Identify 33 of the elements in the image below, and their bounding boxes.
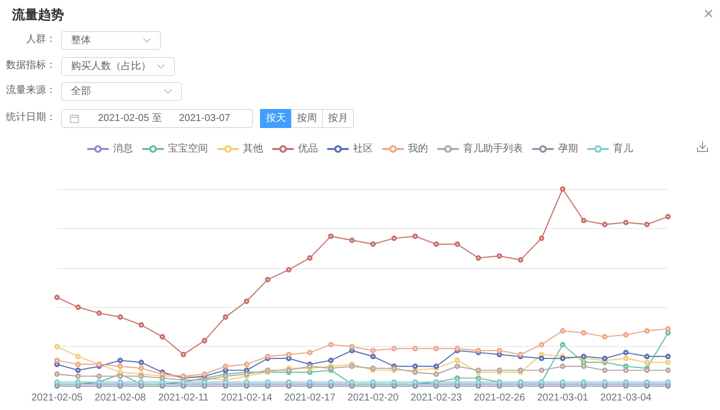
x-tick-label: 2021-02-26 (474, 392, 526, 404)
text: 2021-02-05 (98, 113, 150, 125)
text: 统计日期： (6, 110, 56, 125)
legend-label: 我的 (408, 142, 428, 154)
text: 按天 (266, 113, 286, 125)
legend-label: 其他 (243, 142, 263, 154)
legend-label: 社区 (353, 142, 373, 154)
legend-label: 宝宝空间 (168, 142, 208, 154)
text: 流量来源： (6, 84, 56, 98)
text: 数据指标： (6, 58, 56, 73)
chart-title: 流量趋势 (12, 6, 64, 24)
legend-label: 育儿 (613, 142, 633, 154)
x-tick-label: 2021-03-01 (537, 392, 589, 404)
text: 按月 (328, 113, 348, 125)
x-tick-label: 2021-03-04 (600, 392, 652, 404)
legend-label: 育儿助手列表 (463, 142, 523, 154)
x-tick-label: 2021-02-08 (94, 392, 146, 404)
x-tick-label: 2021-02-23 (410, 392, 462, 404)
legend-label: 孕期 (558, 142, 578, 154)
x-tick-label: 2021-02-05 (31, 392, 84, 404)
x-tick-label: 2021-02-20 (347, 392, 400, 404)
legend-label: 优品 (298, 144, 318, 154)
text: 整体 (71, 35, 91, 47)
text: 至 (152, 113, 162, 125)
x-tick-label: 2021-02-11 (158, 392, 210, 404)
text: 购买人数（占比） (71, 61, 151, 73)
text: 按周 (297, 113, 317, 125)
x-tick-label: 2021-02-14 (221, 392, 273, 404)
text: 全部 (71, 86, 91, 98)
text: 2021-03-07 (179, 113, 230, 125)
text: 人群： (26, 33, 56, 47)
legend-label: 消息 (113, 142, 133, 154)
x-tick-label: 2021-02-17 (284, 392, 336, 404)
